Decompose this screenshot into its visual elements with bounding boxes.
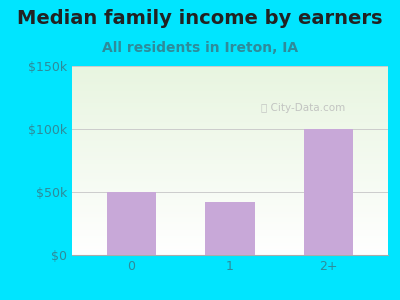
Bar [106,192,156,255]
Text: All residents in Ireton, IA: All residents in Ireton, IA [102,40,298,55]
Bar [205,202,255,255]
Bar [304,129,354,255]
Text: Median family income by earners: Median family income by earners [17,9,383,28]
Text: ⓘ City-Data.com: ⓘ City-Data.com [260,103,345,112]
